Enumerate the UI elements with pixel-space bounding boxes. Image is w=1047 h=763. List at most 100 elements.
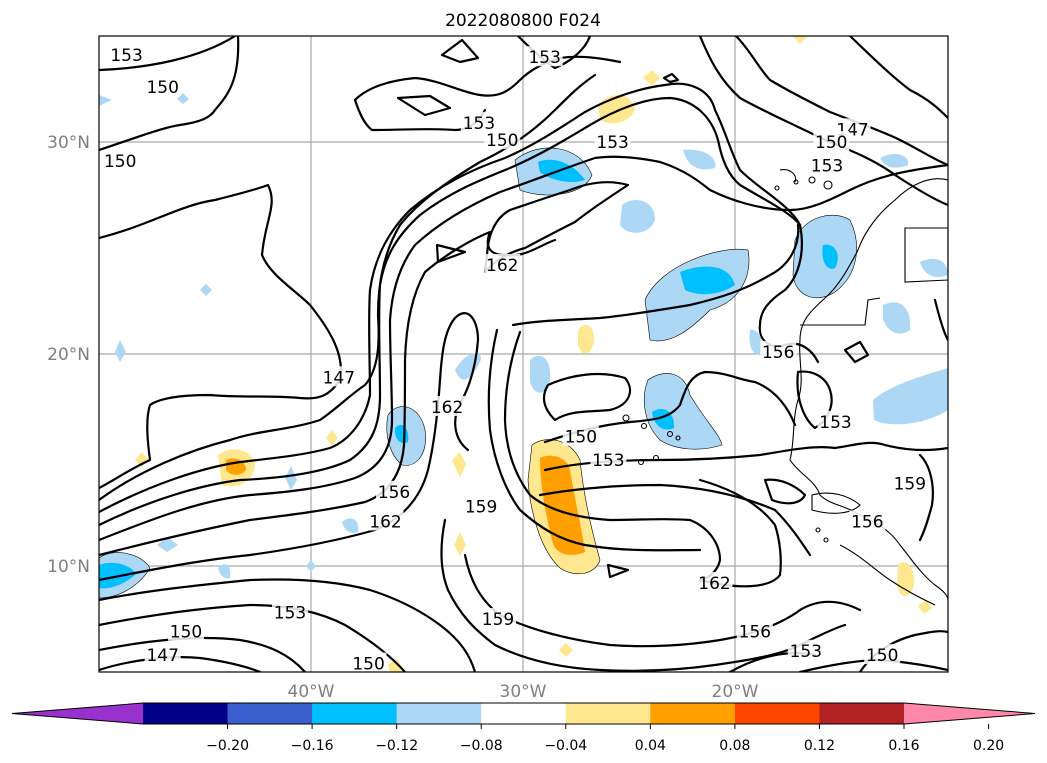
contour-label: 162 bbox=[369, 512, 401, 532]
colorbar-segment bbox=[819, 703, 905, 724]
shade-pos-light bbox=[918, 600, 932, 614]
colorbar-segment bbox=[481, 703, 567, 724]
shade-pos-light bbox=[793, 36, 808, 44]
shade-neg-light bbox=[644, 248, 750, 342]
contour-label: 159 bbox=[465, 498, 497, 518]
colorbar-segment bbox=[227, 703, 313, 724]
contour-label-bg bbox=[736, 620, 773, 641]
lat-tick-label: 20°N bbox=[47, 345, 90, 365]
chart-title: 2022080800 F024 bbox=[445, 11, 601, 31]
shade-pos-light bbox=[452, 452, 466, 478]
shade-neg-light bbox=[177, 93, 189, 104]
colorbar-tick-label: 0.20 bbox=[973, 738, 1004, 754]
contour-line bbox=[353, 55, 622, 102]
shade-pos-light bbox=[388, 658, 404, 672]
shade-neg-light bbox=[873, 368, 948, 425]
coastline bbox=[904, 227, 948, 283]
colorbar-extend-min bbox=[12, 703, 143, 724]
contour-label-bg bbox=[864, 644, 901, 665]
contours bbox=[99, 36, 948, 672]
colorbar-tick-labels: −0.20 −0.16 −0.12 −0.08 −0.04 0.04 0.08 0.12 0.1… bbox=[206, 724, 1004, 754]
contour-line bbox=[503, 330, 722, 582]
contour-label: 150 bbox=[352, 655, 384, 675]
contour-label-bg bbox=[320, 366, 357, 387]
contour-label-bg bbox=[108, 44, 145, 65]
colorbar-tick-label: −0.04 bbox=[544, 738, 587, 754]
contour-line bbox=[99, 183, 343, 490]
shade-pos-light bbox=[578, 324, 595, 354]
contour-label-bg bbox=[526, 46, 563, 67]
contour-label-bg bbox=[272, 601, 309, 622]
colorbar-tick-label: −0.12 bbox=[375, 738, 418, 754]
contour-label: 147 bbox=[146, 646, 178, 666]
contour-label-bg bbox=[350, 652, 387, 672]
contour-line bbox=[933, 298, 948, 342]
contour-label: 156 bbox=[762, 343, 794, 363]
colorbar-tick-label: 0.08 bbox=[719, 738, 750, 754]
shade-neg-light bbox=[643, 373, 723, 450]
coastline bbox=[779, 169, 797, 183]
shaded-fields bbox=[99, 36, 948, 672]
contour-label-bg bbox=[590, 449, 627, 469]
colorbar-segment bbox=[565, 703, 651, 724]
contour-label-bg bbox=[484, 253, 521, 274]
colorbar-segment bbox=[396, 703, 482, 724]
contour-label-bg bbox=[809, 154, 846, 175]
contour-label-bg bbox=[696, 571, 733, 592]
contour-line bbox=[99, 636, 307, 672]
island bbox=[640, 422, 648, 430]
contour-line bbox=[440, 518, 847, 672]
shade-neg-light bbox=[530, 355, 551, 393]
contour-line bbox=[99, 312, 480, 582]
contour-line bbox=[483, 181, 630, 274]
contour-label: 153 bbox=[811, 156, 843, 176]
coastline bbox=[789, 178, 948, 601]
contour-label-bg bbox=[168, 620, 205, 641]
colorbar-tick-label: 0.16 bbox=[888, 738, 919, 754]
contour-line bbox=[538, 483, 812, 557]
contour-label: 156 bbox=[378, 483, 410, 503]
contour-label: 159 bbox=[482, 610, 514, 630]
island bbox=[823, 180, 833, 190]
contour-label: 150 bbox=[170, 623, 202, 643]
contour-line bbox=[396, 94, 452, 117]
shade-neg-strong bbox=[680, 266, 735, 295]
island bbox=[774, 185, 780, 191]
contour-label-bg bbox=[102, 150, 139, 171]
contour-label-bg bbox=[849, 510, 886, 531]
contour-label-bg bbox=[460, 111, 497, 132]
shade-pos-light bbox=[454, 532, 466, 556]
contour-line bbox=[848, 36, 948, 120]
contour-line bbox=[543, 370, 797, 444]
shade-pos-light bbox=[897, 562, 915, 597]
shade-neg-light bbox=[920, 258, 948, 278]
lon-tick-label: 40°W bbox=[288, 682, 335, 702]
contour-label-bg bbox=[594, 131, 631, 151]
contour-label: 162 bbox=[486, 256, 518, 276]
shade-neg-light bbox=[620, 200, 655, 233]
shade-neg-light bbox=[880, 154, 909, 168]
contour-label: 153 bbox=[274, 604, 306, 624]
shade-neg-light bbox=[342, 518, 359, 533]
shade-neg-light bbox=[306, 560, 316, 572]
contour-line bbox=[606, 563, 630, 579]
colorbar-extend-max bbox=[904, 703, 1035, 724]
contour-line bbox=[843, 340, 870, 364]
contour-line bbox=[763, 478, 807, 505]
lat-tick-labels: 30°N 20°N 10°N bbox=[47, 133, 90, 577]
contour-label-bg bbox=[367, 510, 404, 531]
coastline bbox=[839, 544, 936, 606]
contour-label: 150 bbox=[146, 78, 178, 98]
island bbox=[808, 176, 816, 184]
shade-pos-light bbox=[598, 94, 635, 124]
contour-label: 153 bbox=[110, 46, 142, 66]
shade-neg-light bbox=[157, 537, 178, 552]
contour-label: 156 bbox=[739, 623, 771, 643]
contour-label-bg bbox=[562, 425, 599, 446]
contour-label: 153 bbox=[528, 48, 560, 68]
contour-line bbox=[542, 372, 632, 422]
shade-neg-light bbox=[285, 466, 297, 490]
